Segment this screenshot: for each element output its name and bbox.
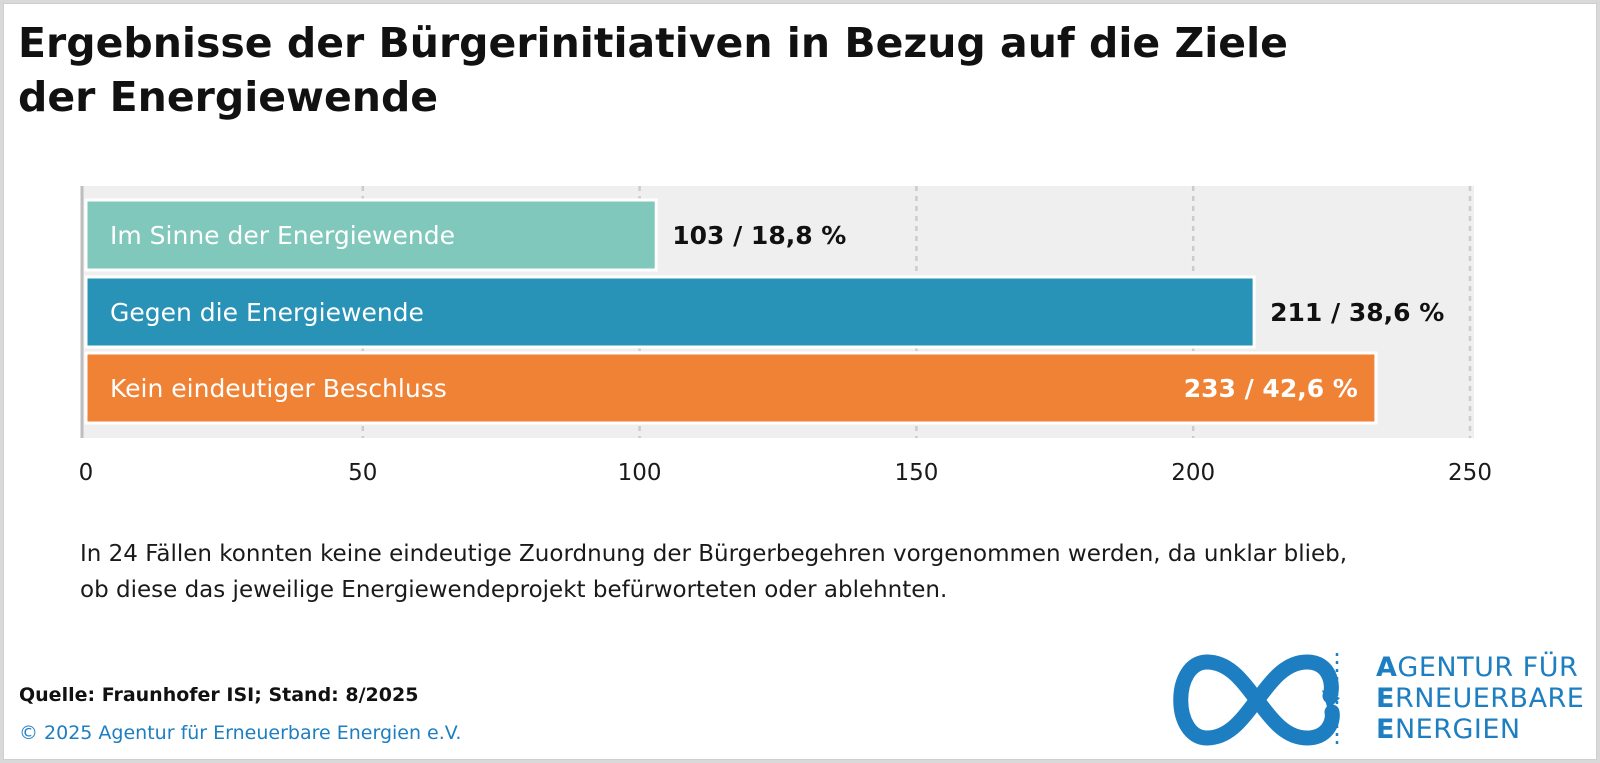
bar-value-label-1: 103 / 18,8 % bbox=[672, 221, 846, 250]
chart-title: Ergebnisse der Bürgerinitiativen in Bezu… bbox=[18, 16, 1418, 124]
x-tick-label-100: 100 bbox=[618, 460, 662, 486]
logo-line-3: ENERGIEN bbox=[1376, 714, 1521, 745]
logo-line-2: ERNEUERBARE bbox=[1376, 683, 1585, 714]
bar-value-label-3: 233 / 42,6 % bbox=[1184, 374, 1358, 403]
x-tick-label-250: 250 bbox=[1448, 460, 1492, 486]
bar-chart: 0 50 100 150 200 250 Im Sinne der Energiewende… bbox=[79, 186, 1492, 486]
bar-value-label-2: 211 / 38,6 % bbox=[1270, 298, 1444, 327]
footnote-line-2: ob diese das jeweilige Energiewendeproje… bbox=[80, 577, 948, 603]
bar-category-label-3: Kein eindeutiger Beschluss bbox=[110, 374, 447, 403]
x-tick-label-50: 50 bbox=[348, 460, 377, 486]
aee-logo-text: AGENTUR FÜR ERNEUERBARE ENERGIEN bbox=[1376, 652, 1584, 745]
bar-2 bbox=[84, 275, 1256, 349]
source-text: Quelle: Fraunhofer ISI; Stand: 8/2025 bbox=[19, 684, 419, 706]
x-tick-label-200: 200 bbox=[1171, 460, 1215, 486]
bar-category-label-1: Im Sinne der Energiewende bbox=[110, 221, 455, 250]
bar-category-label-2: Gegen die Energiewende bbox=[110, 298, 424, 327]
footnote: In 24 Fällen konnten keine eindeutige Zu… bbox=[80, 536, 1560, 608]
x-tick-label-150: 150 bbox=[894, 460, 938, 486]
title-line-1: Ergebnisse der Bürgerinitiativen in Bezu… bbox=[18, 19, 1288, 67]
footnote-line-1: In 24 Fällen konnten keine eindeutige Zu… bbox=[80, 541, 1348, 567]
logo-line-1: AGENTUR FÜR bbox=[1376, 652, 1579, 683]
bar-1 bbox=[84, 198, 658, 272]
copyright-text: © 2025 Agentur für Erneuerbare Energien … bbox=[19, 722, 462, 744]
bar-3 bbox=[84, 351, 1378, 425]
x-tick-label-0: 0 bbox=[79, 460, 94, 486]
aee-logo-icon bbox=[1173, 650, 1340, 746]
title-line-2: der Energiewende bbox=[18, 73, 439, 121]
